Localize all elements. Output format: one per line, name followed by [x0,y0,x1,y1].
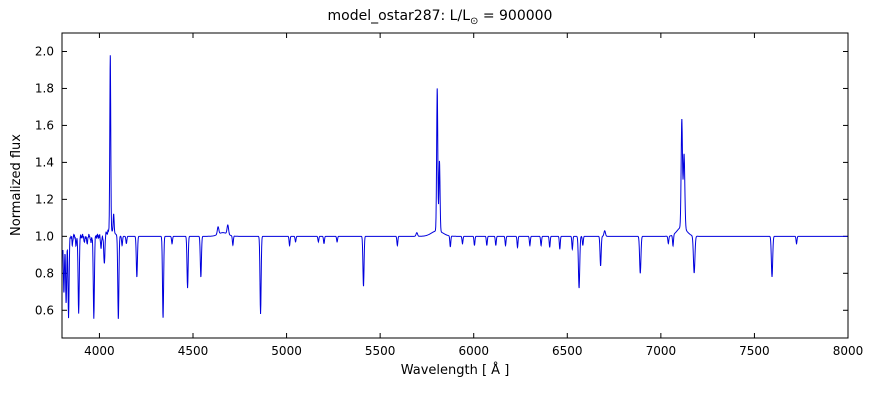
y-tick-label: 0.8 [35,266,54,280]
x-tick-label: 4000 [84,344,115,358]
x-tick-label: 8000 [833,344,864,358]
x-tick-label: 4500 [178,344,209,358]
y-tick-label: 2.0 [35,44,54,58]
x-tick-label: 6000 [458,344,489,358]
x-tick-label: 5000 [271,344,302,358]
chart-title-pre: model_ostar287: L/L [327,8,470,24]
sun-symbol: ⊙ [470,15,479,27]
x-tick-label: 5500 [365,344,396,358]
y-tick-label: 1.0 [35,229,54,243]
chart-title: model_ostar287: L/L⊙ = 900000 [0,8,880,27]
x-axis-label: Wavelength [ Å ] [401,362,510,378]
x-tick-label: 7000 [646,344,677,358]
y-tick-label: 1.8 [35,81,54,95]
axes-frame [61,32,849,339]
y-axis-label: Normalized flux [9,134,24,236]
axis-ticks: 4000 4500 5000 5500 6000 6500 7000 7500 8000 0.6 0… [35,33,863,358]
y-tick-label: 1.2 [35,192,54,206]
y-tick-label: 1.4 [35,155,54,169]
x-tick-label: 7500 [739,344,770,358]
chart-title-post: = 900000 [478,8,553,24]
y-tick-label: 1.6 [35,118,54,132]
spectrum-line [62,55,848,319]
y-tick-label: 0.6 [35,303,54,317]
x-tick-label: 6500 [552,344,583,358]
